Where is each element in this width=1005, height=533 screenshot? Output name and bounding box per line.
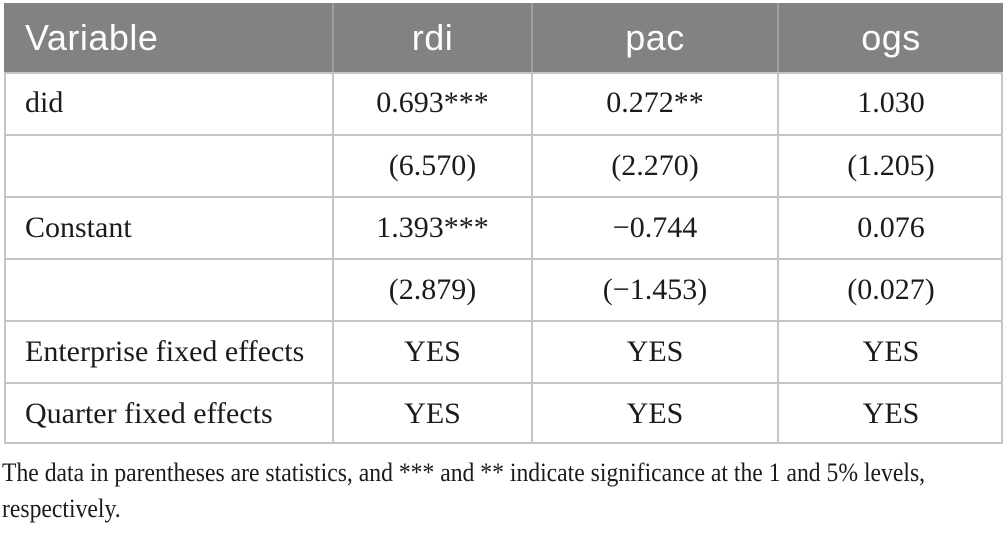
table-cell: YES bbox=[332, 322, 531, 382]
regression-results-table: Variable rdi pac ogs did 0.693*** 0.272*… bbox=[4, 3, 1003, 444]
table-cell: YES bbox=[332, 384, 531, 444]
table-cell: YES bbox=[777, 322, 1003, 382]
table-row-did-statistics: (6.570) (2.270) (1.205) bbox=[4, 134, 1003, 196]
table-cell: (6.570) bbox=[332, 136, 531, 196]
table-cell: 1.030 bbox=[777, 72, 1003, 134]
table-row-quarter-fixed-effects: Quarter fixed effects YES YES YES bbox=[4, 382, 1003, 444]
row-label-cell: Enterprise fixed effects bbox=[25, 335, 305, 368]
table-cell: (1.205) bbox=[777, 136, 1003, 196]
column-header-ogs: ogs bbox=[777, 3, 1003, 72]
table-cell: YES bbox=[531, 322, 777, 382]
row-label-cell: Constant bbox=[25, 211, 132, 244]
table-footnote: The data in parentheses are statistics, … bbox=[2, 458, 926, 523]
table-row-constant: Constant 1.393*** −0.744 0.076 bbox=[4, 196, 1003, 258]
table-cell: 0.272** bbox=[531, 72, 777, 134]
table-body: did 0.693*** 0.272** 1.030 (6.570) (2.27… bbox=[4, 72, 1003, 444]
column-header-pac: pac bbox=[531, 3, 777, 72]
table-cell: (2.270) bbox=[531, 136, 777, 196]
table-cell: (0.027) bbox=[777, 260, 1003, 320]
table-row-enterprise-fixed-effects: Enterprise fixed effects YES YES YES bbox=[4, 320, 1003, 382]
table-cell: (2.879) bbox=[332, 260, 531, 320]
row-label-cell: Quarter fixed effects bbox=[25, 397, 273, 430]
table-cell: 0.693*** bbox=[332, 72, 531, 134]
table-cell: YES bbox=[777, 384, 1003, 444]
table-row-constant-statistics: (2.879) (−1.453) (0.027) bbox=[4, 258, 1003, 320]
column-header-rdi: rdi bbox=[332, 3, 531, 72]
table-cell: 1.393*** bbox=[332, 198, 531, 258]
row-label-cell bbox=[4, 136, 332, 196]
table-cell: 0.076 bbox=[777, 198, 1003, 258]
column-header-variable: Variable bbox=[25, 16, 159, 58]
row-label-cell bbox=[4, 260, 332, 320]
table-cell: YES bbox=[531, 384, 777, 444]
table-cell: −0.744 bbox=[531, 198, 777, 258]
table-row-did: did 0.693*** 0.272** 1.030 bbox=[4, 72, 1003, 134]
table-header-row: Variable rdi pac ogs bbox=[4, 3, 1003, 72]
table-cell: (−1.453) bbox=[531, 260, 777, 320]
row-label-cell: did bbox=[25, 86, 64, 119]
